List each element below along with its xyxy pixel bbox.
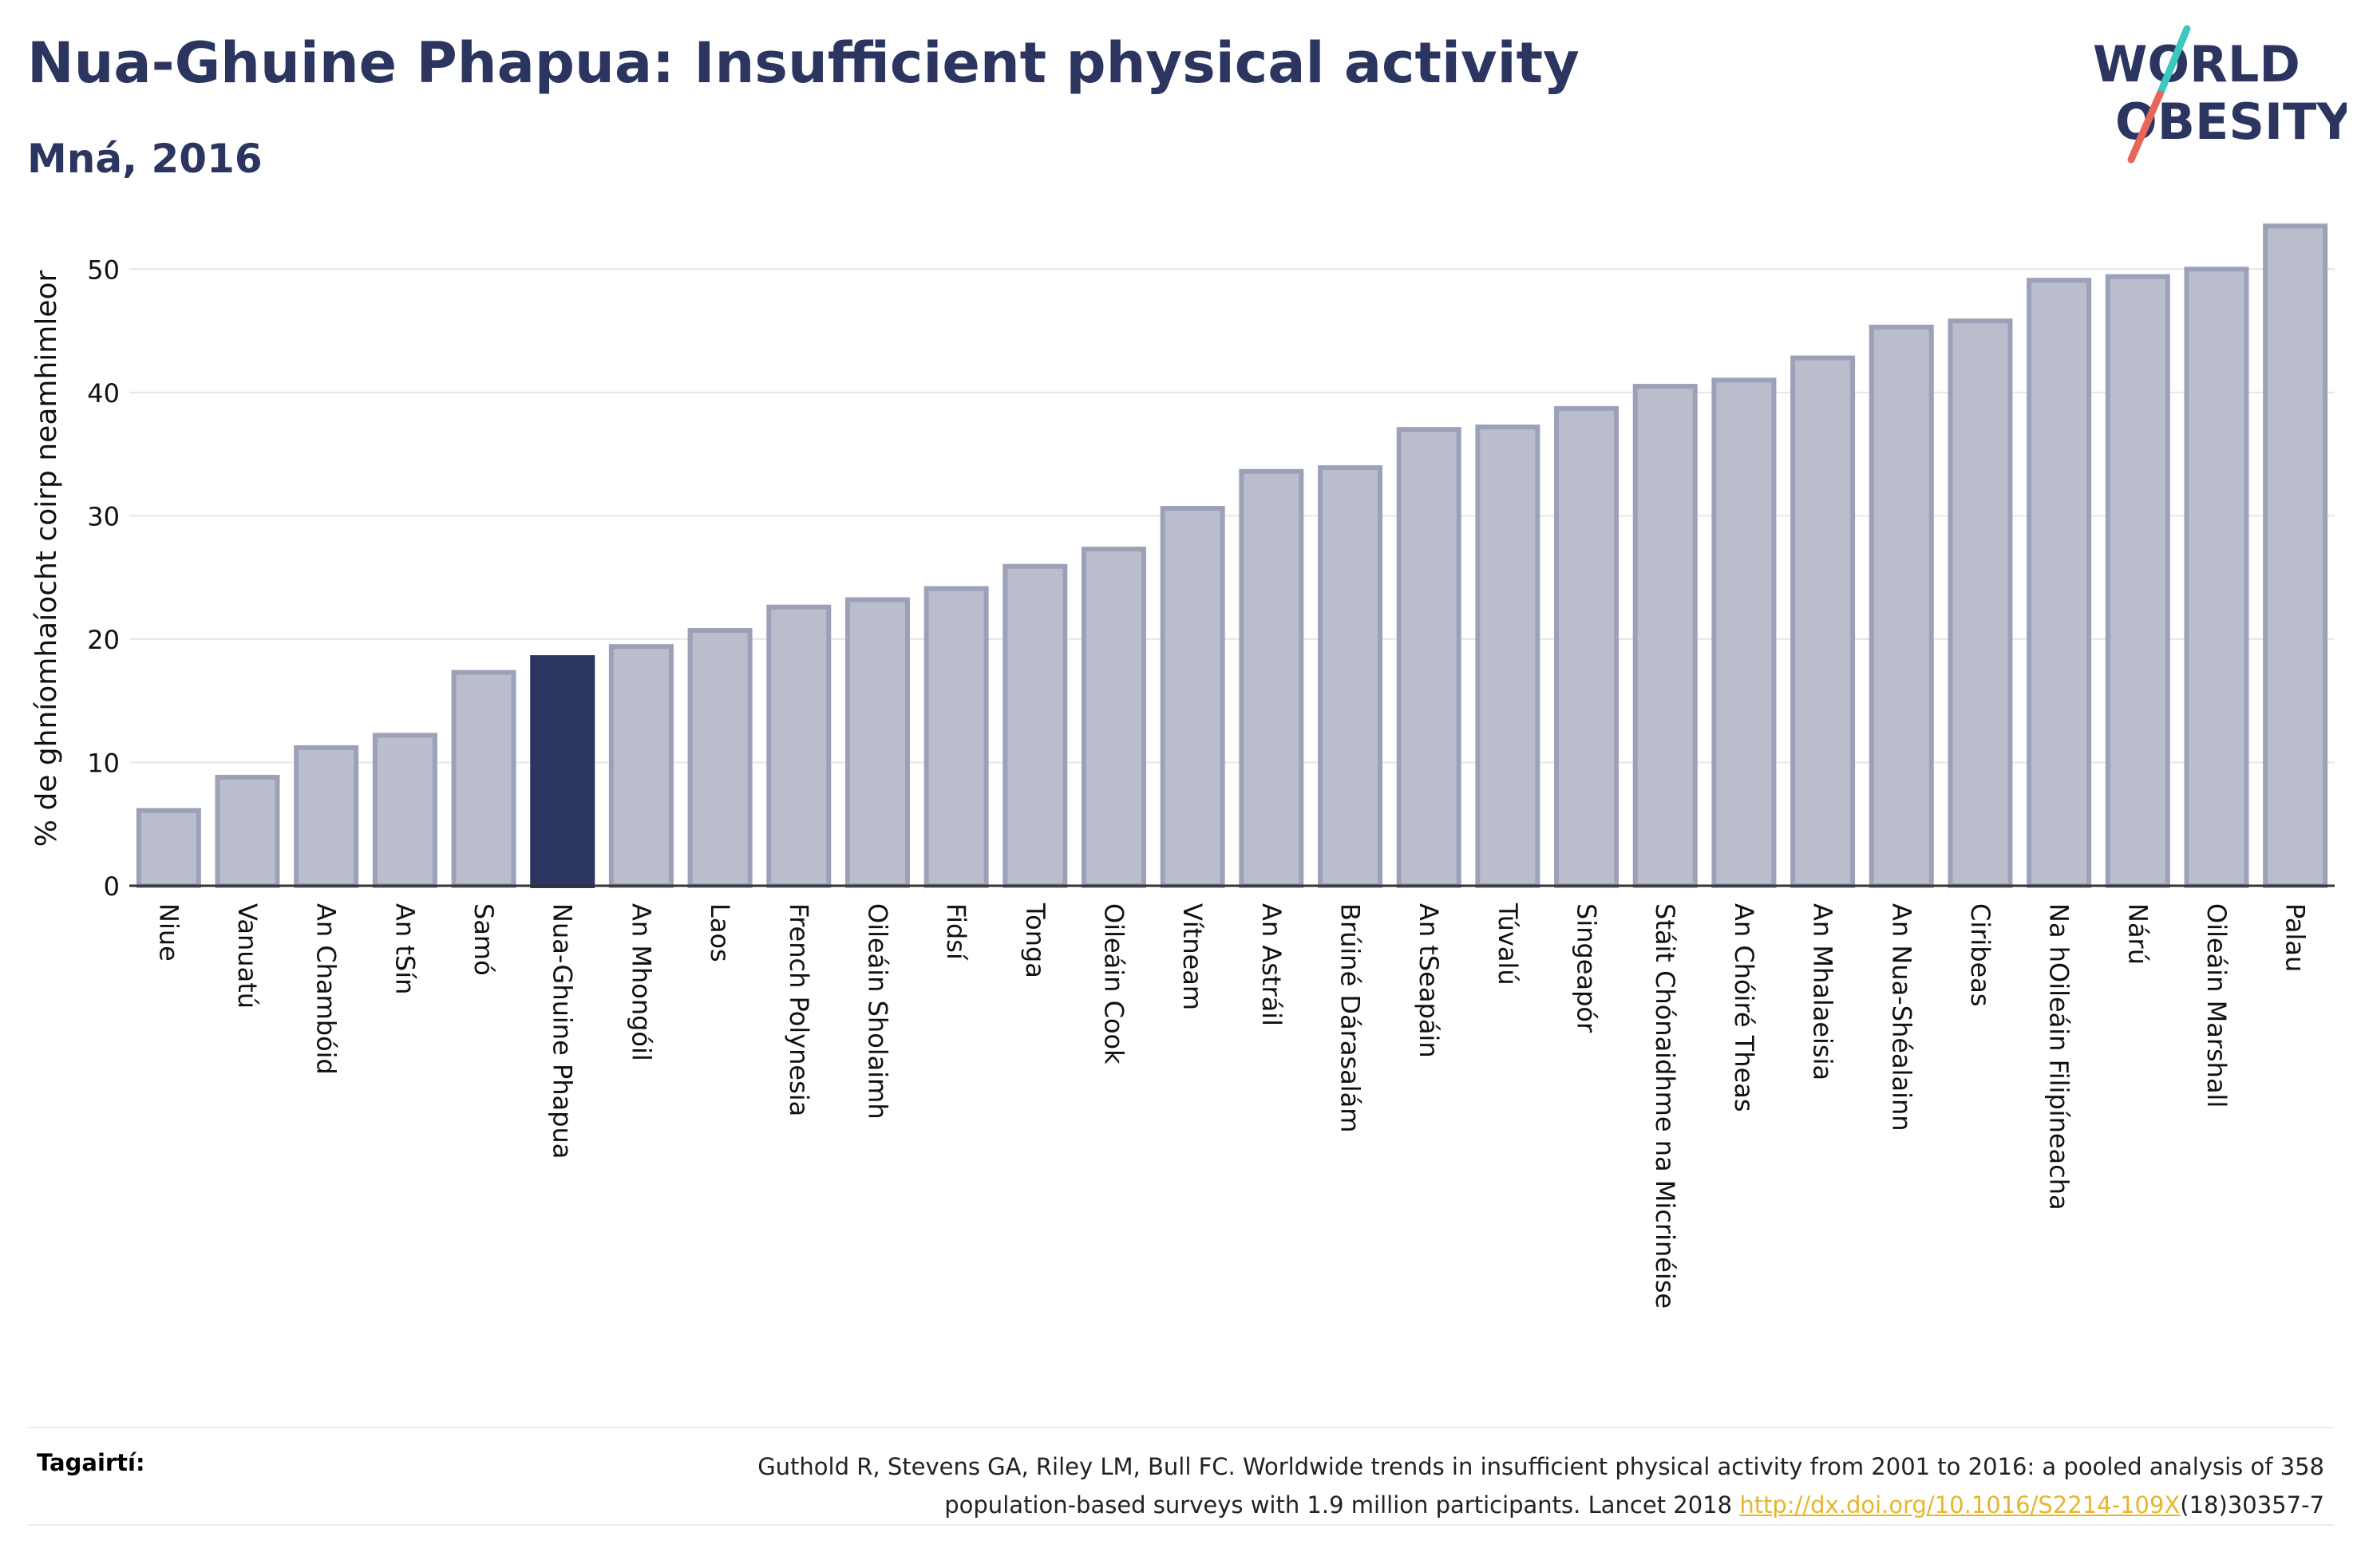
x-tick-label: An Chambóid: [311, 903, 342, 1075]
x-tick-label: Samó: [469, 903, 499, 976]
bar: [1239, 468, 1304, 888]
bar: [2263, 223, 2328, 888]
bar: [2184, 267, 2249, 889]
bars: [136, 223, 2328, 889]
x-tick-label: An Nua-Shéalainn: [1886, 903, 1916, 1132]
x-tick-label: Laos: [705, 903, 735, 962]
x-tick-label: Nárú: [2122, 903, 2153, 965]
x-tick-label: Palau: [2280, 903, 2311, 972]
bar: [1475, 425, 1540, 888]
x-tick-label: Tonga: [1020, 902, 1050, 978]
references-label: Tagairtí:: [37, 1449, 145, 1476]
bar: [608, 644, 674, 888]
y-axis-ticks: 0 10 20 30 40 50: [87, 255, 120, 902]
bar: [2105, 274, 2170, 888]
x-tick-label: Niue: [153, 903, 184, 962]
bar: [1948, 318, 2013, 888]
x-tick-label: Brúiné Dárasalám: [1335, 903, 1366, 1132]
bar: [136, 808, 201, 889]
x-tick-label: An Chóiré Theas: [1729, 903, 1759, 1112]
y-tick-label: 50: [87, 255, 120, 285]
y-tick-label: 10: [87, 748, 120, 778]
y-tick-label: 40: [87, 378, 120, 409]
bar: [1160, 506, 1225, 888]
x-tick-label: An Mhalaeisia: [1808, 903, 1838, 1080]
bar: [1396, 427, 1461, 888]
bar: [1790, 355, 1856, 888]
bar: [1003, 563, 1068, 889]
reference-line-2-end: (18)30357-7: [2180, 1491, 2324, 1519]
world-obesity-logo: WORLD OBESITY: [2093, 25, 2347, 164]
chart-title: Nua-Ghuine Phapua: Insufficient physical…: [27, 30, 1580, 96]
footer-divider-top: [27, 1427, 2334, 1428]
doi-link[interactable]: http://dx.doi.org/10.1016/S2214-109X: [1739, 1491, 2181, 1519]
reference-line-1: Guthold R, Stevens GA, Riley LM, Bull FC…: [757, 1453, 2324, 1480]
x-tick-label: Oileáin Sholaimh: [862, 903, 892, 1120]
x-tick-label: Nua-Ghuine Phapua: [548, 903, 578, 1159]
bar: [372, 733, 437, 888]
x-tick-label: Túvalú: [1493, 902, 1523, 985]
bar: [1554, 405, 1619, 888]
x-tick-label: Vítneam: [1177, 903, 1208, 1010]
bar: [215, 775, 280, 888]
bar: [923, 586, 989, 889]
bar-chart: 0 10 20 30 40 50 Niue Vanuatú An Chambóid An tSí…: [30, 223, 2335, 1309]
y-axis-label: % de ghníomhaíocht coirp neamhimleor: [30, 270, 63, 847]
x-tick-label: French Polynesia: [784, 903, 814, 1116]
x-tick-label: Singeapór: [1572, 903, 1602, 1033]
bar: [766, 604, 832, 889]
bar: [451, 669, 516, 888]
logo-word-world: WORLD: [2093, 35, 2300, 93]
bar: [1869, 324, 1934, 888]
x-tick-label: Fidsí: [941, 903, 971, 961]
y-tick-label: 30: [87, 501, 120, 531]
bar: [1081, 547, 1146, 888]
bar: [530, 655, 595, 888]
x-tick-label: An tSín: [390, 903, 420, 994]
x-tick-label: Oileáin Cook: [1098, 903, 1129, 1064]
x-tick-label: An Astráil: [1256, 903, 1287, 1026]
logo-slash-teal: [2156, 25, 2191, 98]
reference-citation: Guthold R, Stevens GA, Riley LM, Bull FC…: [488, 1448, 2324, 1524]
logo-slash-coral: [2127, 90, 2164, 164]
x-tick-label: Na hOileáin Filipíneacha: [2044, 903, 2074, 1211]
x-tick-label: An tSeapáin: [1414, 903, 1444, 1058]
x-tick-label: Ciribeas: [1965, 903, 1995, 1007]
x-tick-label: Oileáin Marshall: [2201, 903, 2232, 1108]
y-tick-label: 0: [104, 871, 120, 902]
reference-line-2: population-based surveys with 1.9 millio…: [944, 1491, 1740, 1519]
x-tick-label: Stáit Chónaidhme na Micrinéise: [1650, 903, 1680, 1309]
footer-divider-bottom: [27, 1524, 2334, 1526]
x-tick-label: Vanuatú: [232, 903, 263, 1009]
x-axis-tick-labels: Niue Vanuatú An Chambóid An tSín Samó Nua-Ghu…: [153, 902, 2310, 1309]
bar: [294, 745, 359, 889]
bar: [687, 628, 753, 888]
bar: [1318, 465, 1383, 888]
bar: [2027, 278, 2092, 888]
bar: [844, 597, 910, 888]
x-tick-label: An Mhongóil: [626, 903, 656, 1061]
y-tick-label: 20: [87, 625, 120, 655]
chart-subtitle: Mná, 2016: [27, 136, 263, 182]
bar: [1711, 377, 1777, 888]
bar: [1632, 384, 1698, 889]
